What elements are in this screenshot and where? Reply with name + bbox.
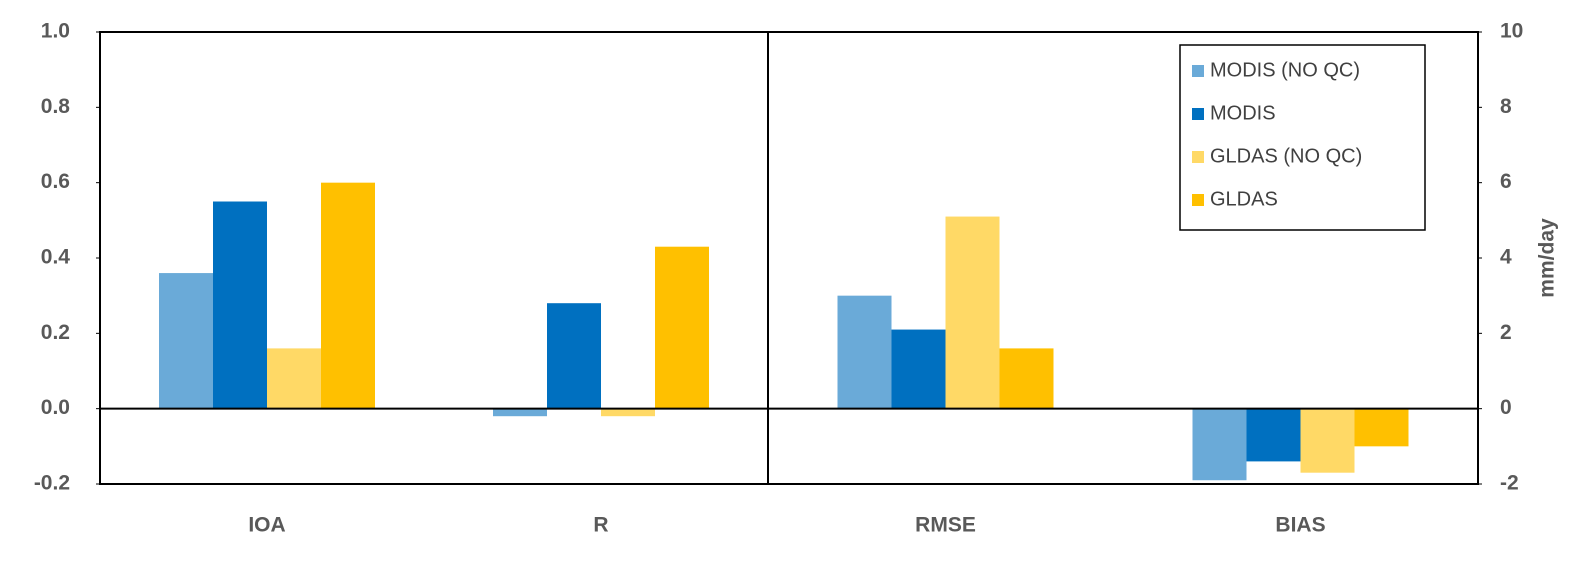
bar — [999, 348, 1054, 409]
legend-label: MODIS (NO QC) — [1210, 59, 1360, 81]
legend-swatch — [1192, 151, 1204, 163]
x-tick-label: RMSE — [915, 514, 976, 537]
bar — [159, 273, 213, 409]
bar — [891, 329, 946, 409]
legend-box — [1179, 44, 1426, 231]
y-tick-label: 0.8 — [41, 95, 71, 118]
legend-swatch — [1192, 108, 1204, 120]
legend-swatch — [1192, 65, 1204, 77]
x-tick-label: BIAS — [1275, 514, 1325, 537]
y-tick-label: 0.0 — [41, 396, 70, 419]
bar — [321, 182, 375, 409]
y-tick-label: 1.0 — [41, 20, 70, 43]
legend-label: GLDAS — [1210, 188, 1278, 210]
bar — [213, 201, 267, 409]
bar — [655, 246, 709, 409]
bar — [837, 295, 892, 409]
y-tick-label: 0.4 — [41, 246, 71, 269]
bar — [945, 216, 1000, 409]
y2-tick-label: 8 — [1500, 95, 1512, 118]
bar — [601, 408, 655, 417]
bar — [1192, 408, 1247, 481]
bar — [267, 348, 321, 409]
y2-tick-label: 10 — [1500, 20, 1523, 43]
bar — [1354, 408, 1409, 447]
x-tick-label: R — [593, 514, 608, 537]
x-tick-label: IOA — [248, 514, 285, 537]
y2-axis-label: mm/day — [1536, 218, 1559, 298]
y-tick-label: -0.2 — [34, 472, 70, 495]
bar — [547, 303, 601, 409]
y2-tick-label: 2 — [1500, 321, 1512, 344]
legend-label: MODIS — [1210, 102, 1276, 124]
bar — [1246, 408, 1301, 462]
y-tick-label: 0.2 — [41, 321, 70, 344]
bar — [493, 408, 547, 417]
y2-tick-label: 0 — [1500, 396, 1512, 419]
y-tick-label: 0.6 — [41, 170, 70, 193]
y2-tick-label: 6 — [1500, 170, 1512, 193]
legend-swatch — [1192, 194, 1204, 206]
legend-label: GLDAS (NO QC) — [1210, 145, 1362, 167]
y2-tick-label: -2 — [1500, 472, 1519, 495]
y2-tick-label: 4 — [1500, 246, 1512, 269]
bar — [1300, 408, 1355, 473]
